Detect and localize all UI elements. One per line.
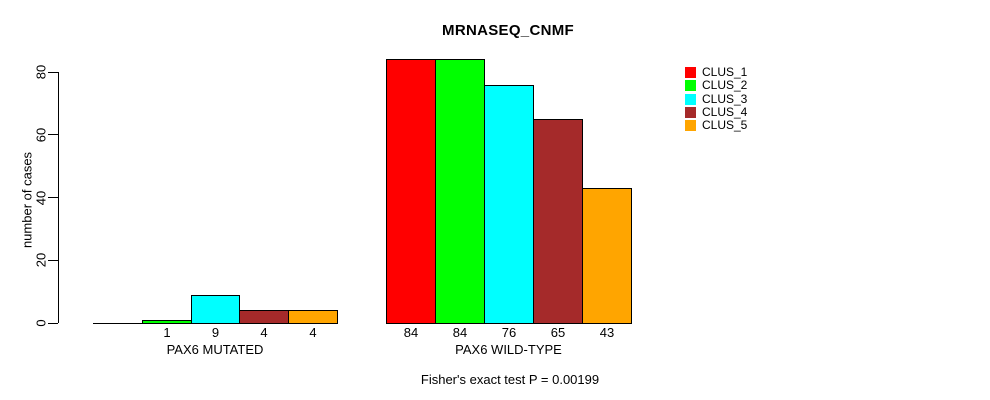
y-tick-label: 0 [33,319,49,327]
bar-clus_2-group1 [142,320,192,324]
bar-clus_1-group1 [93,323,143,324]
legend-item: CLUS_3 [685,91,748,106]
bar-value-label: 1 [163,325,171,340]
legend-label: CLUS_4 [702,104,748,119]
bar-clus_3-group1 [191,295,240,324]
y-tick-label: 40 [33,190,49,205]
bar-clus_3-group2 [484,85,534,324]
legend-item: CLUS_1 [685,66,747,79]
bar-value-label: 65 [550,325,566,340]
bar-clus_1-group2 [386,59,436,324]
legend-swatch [685,120,696,132]
legend-label: CLUS_5 [702,118,748,133]
chart-title: MRNASEQ_CNMF [442,22,574,39]
bar-value-label: 76 [501,325,517,340]
bar-clus_2-group2 [435,59,485,324]
legend-swatch [685,93,696,105]
y-tick-label: 80 [33,64,49,80]
bar-clus_5-group1 [288,310,338,324]
group-label: PAX6 MUTATED [166,342,264,357]
bar-clus_4-group1 [239,310,289,324]
legend-swatch [685,106,696,118]
bar-value-label: 43 [599,325,615,340]
bar-clus_4-group2 [533,119,583,324]
legend-label: CLUS_1 [702,65,748,79]
bar-value-label: 84 [452,325,468,340]
y-tick-mark [48,259,58,261]
bar-value-label: 4 [309,325,317,340]
legend-item: CLUS_2 [685,79,747,92]
legend-item: CLUS_4 [685,104,748,119]
legend-swatch [685,80,696,92]
legend-item: CLUS_5 [685,119,747,132]
y-tick-mark [48,134,58,136]
footer-caption: Fisher's exact test P = 0.00199 [420,372,600,387]
y-tick-label: 60 [33,127,49,142]
bar-value-label: 4 [260,325,268,340]
y-tick-mark [48,197,58,198]
legend-label: CLUS_3 [702,91,748,106]
legend-swatch [685,67,696,78]
group-label: PAX6 WILD-TYPE [455,342,562,357]
bar-value-label: 84 [403,325,419,340]
y-axis-label: number of cases [19,151,35,249]
bar-clus_5-group2 [582,188,632,324]
y-tick-label: 20 [33,253,49,268]
bar-value-label: 9 [211,325,220,340]
legend-label: CLUS_2 [702,78,748,93]
y-tick-mark [48,71,58,73]
y-tick-mark [48,322,58,324]
y-axis-line [58,72,59,323]
